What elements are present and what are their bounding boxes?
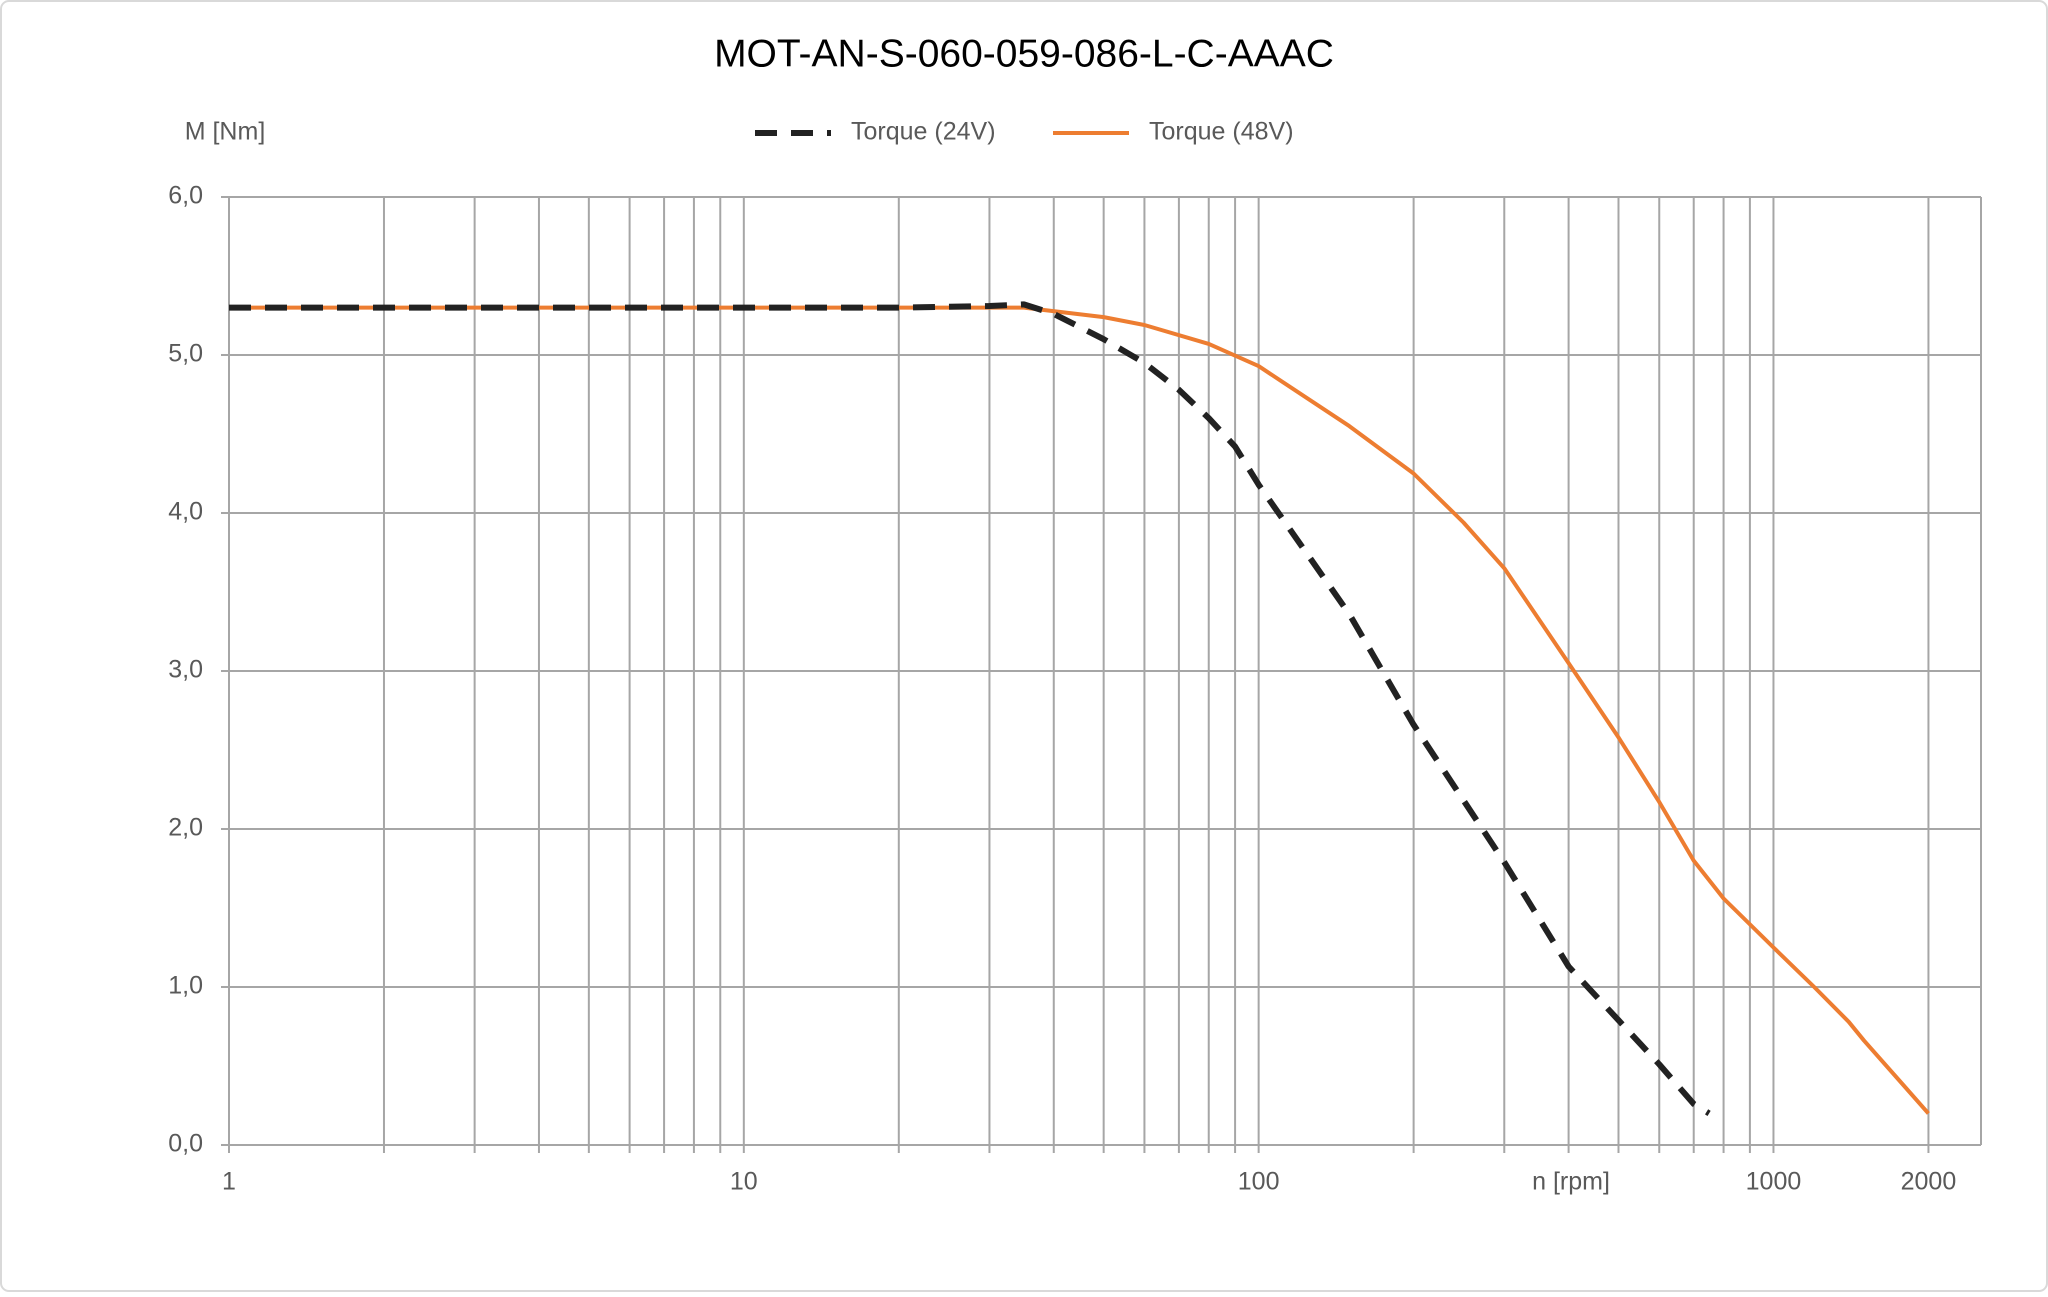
y-tick-label: 4,0 xyxy=(168,498,203,526)
y-tick-label: 0,0 xyxy=(168,1130,203,1158)
x-tick-label: 1 xyxy=(222,1168,236,1196)
legend-label: Torque (24V) xyxy=(851,118,996,146)
series-line xyxy=(229,305,1930,1115)
y-tick-label: 5,0 xyxy=(168,340,203,368)
y-tick-label: 3,0 xyxy=(168,656,203,684)
chart-title: MOT-AN-S-060-059-086-L-C-AAAC xyxy=(714,32,1334,75)
y-tick-label: 2,0 xyxy=(168,814,203,842)
x-tick-label: 100 xyxy=(1238,1168,1280,1196)
x-tick-label: 1000 xyxy=(1746,1168,1802,1196)
series-line xyxy=(229,301,1711,1116)
x-tick-label: 10 xyxy=(730,1168,758,1196)
y-tick-label: 6,0 xyxy=(168,182,203,210)
x-tick-label: 2000 xyxy=(1901,1168,1957,1196)
y-axis-title: M [Nm] xyxy=(185,118,266,146)
x-axis-title: n [rpm] xyxy=(1532,1168,1610,1196)
y-tick-label: 1,0 xyxy=(168,972,203,1000)
legend-label: Torque (48V) xyxy=(1149,118,1294,146)
